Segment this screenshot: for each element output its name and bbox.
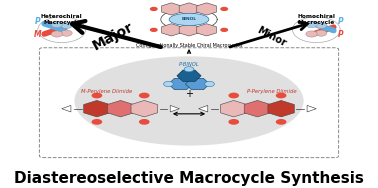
Text: P-Perylene Diimide: P-Perylene Diimide: [247, 89, 297, 94]
Text: M: M: [34, 30, 42, 39]
Circle shape: [220, 28, 228, 32]
Polygon shape: [197, 24, 217, 36]
Text: Homochiral
Macrocycle: Homochiral Macrocycle: [297, 14, 335, 25]
Text: Configurationally Stable Chiral Macrocycles: Configurationally Stable Chiral Macrocyc…: [136, 43, 242, 49]
Circle shape: [61, 22, 72, 29]
Ellipse shape: [74, 56, 304, 146]
Circle shape: [315, 22, 327, 29]
Circle shape: [306, 21, 317, 28]
Polygon shape: [161, 3, 181, 15]
Text: Major: Major: [90, 20, 135, 53]
Text: P: P: [338, 30, 343, 39]
Text: P-BINOL: P-BINOL: [179, 62, 199, 67]
Polygon shape: [84, 100, 110, 117]
Polygon shape: [177, 70, 201, 81]
Polygon shape: [268, 100, 294, 117]
Polygon shape: [131, 100, 158, 117]
Polygon shape: [307, 105, 316, 112]
Polygon shape: [197, 3, 217, 15]
Polygon shape: [161, 24, 181, 36]
Polygon shape: [198, 105, 208, 112]
Polygon shape: [220, 100, 247, 117]
Polygon shape: [179, 24, 199, 36]
Circle shape: [228, 93, 239, 98]
Text: Diastereoselective Macrocycle Synthesis: Diastereoselective Macrocycle Synthesis: [14, 171, 364, 186]
Circle shape: [184, 67, 194, 72]
Polygon shape: [169, 78, 193, 90]
Text: Minor: Minor: [256, 25, 288, 49]
Circle shape: [205, 81, 214, 87]
Polygon shape: [107, 100, 134, 117]
Ellipse shape: [169, 13, 209, 26]
Circle shape: [91, 119, 102, 125]
Text: P: P: [338, 17, 343, 27]
Circle shape: [91, 93, 102, 98]
Circle shape: [306, 31, 317, 37]
Circle shape: [150, 7, 158, 11]
Circle shape: [293, 17, 340, 43]
Text: +: +: [185, 89, 193, 99]
Circle shape: [220, 7, 228, 11]
Text: BINOL: BINOL: [181, 17, 197, 21]
Circle shape: [315, 30, 327, 36]
Text: P: P: [35, 17, 40, 27]
Circle shape: [276, 93, 287, 98]
Circle shape: [139, 93, 150, 98]
Polygon shape: [185, 78, 209, 90]
Circle shape: [164, 81, 173, 87]
Polygon shape: [179, 3, 199, 15]
Circle shape: [61, 30, 72, 36]
Circle shape: [150, 28, 158, 32]
Circle shape: [276, 119, 287, 125]
Circle shape: [38, 17, 85, 43]
Circle shape: [228, 119, 239, 125]
Polygon shape: [62, 105, 71, 112]
Text: M-Perylene Diimide: M-Perylene Diimide: [81, 89, 132, 94]
Circle shape: [51, 31, 63, 37]
Circle shape: [139, 119, 150, 125]
Polygon shape: [244, 100, 271, 117]
Polygon shape: [170, 105, 180, 112]
Circle shape: [51, 21, 63, 28]
Text: Heterochiral
Macrocycle: Heterochiral Macrocycle: [41, 14, 82, 25]
